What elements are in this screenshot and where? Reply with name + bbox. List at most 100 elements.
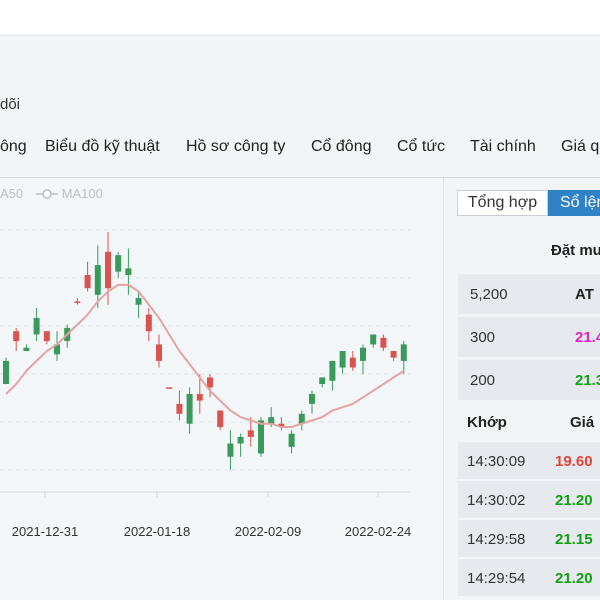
candle-layer: [3, 232, 407, 470]
history-price: 21.20: [555, 570, 593, 587]
candle-body: [370, 334, 377, 345]
candle: [349, 351, 356, 371]
order-qty: 5,200: [470, 286, 508, 303]
history-time: 14:30:02: [467, 492, 526, 509]
x-tick-label: 2022-01-18: [124, 524, 191, 539]
tab-financials[interactable]: Tài chính: [470, 138, 536, 155]
stock-tabs: ông Biểu đồ kỹ thuật Hồ sơ công ty Cổ đô…: [0, 130, 600, 166]
candle: [360, 344, 366, 375]
candle: [54, 331, 60, 361]
tabs-divider: [0, 177, 600, 178]
order-qty: 300: [470, 329, 496, 346]
follow-label[interactable]: dõi: [0, 96, 21, 113]
candle-body: [176, 403, 183, 414]
candle: [278, 417, 285, 431]
legend-ma100: MA100: [61, 186, 103, 201]
candle: [13, 327, 20, 351]
candle-body: [349, 357, 356, 368]
candle-body: [217, 410, 224, 428]
history-row: 14:29:58 21.15: [458, 520, 600, 557]
history-row: 14:30:09 19.60: [458, 442, 600, 479]
order-book-title: Đặt mu: [551, 242, 600, 259]
candle-body: [329, 360, 336, 381]
history-price: 21.20: [555, 492, 593, 509]
candle-body: [390, 351, 397, 358]
tab-company-profile[interactable]: Hồ sơ công ty: [186, 138, 286, 155]
order-qty: 200: [470, 372, 496, 389]
candle: [84, 261, 91, 292]
candle-body: [309, 393, 315, 404]
candle: [390, 351, 397, 361]
candle-body: [74, 301, 81, 303]
history-row: 14:29:54 21.20: [458, 559, 600, 596]
candle: [94, 245, 101, 309]
candle: [135, 291, 142, 318]
candle: [309, 390, 315, 414]
history-time: 14:30:09: [467, 453, 526, 470]
candle-body: [196, 393, 203, 401]
tab-price-history[interactable]: Giá q: [561, 138, 600, 155]
candle-body: [156, 344, 162, 361]
legend-line-icon: [36, 189, 58, 199]
grid-layer: [0, 229, 410, 493]
candle: [43, 331, 50, 345]
x-tick-label: 2022-02-24: [345, 524, 412, 539]
candle-body: [23, 347, 30, 351]
candle: [115, 251, 122, 279]
candle: [125, 248, 132, 295]
candle: [186, 387, 193, 434]
candle: [329, 360, 336, 391]
history-price-header: Giá: [570, 414, 595, 431]
candle: [156, 334, 162, 368]
candle: [370, 334, 377, 348]
candle-body: [84, 274, 91, 289]
candle-body: [258, 420, 264, 454]
candle: [227, 430, 234, 470]
chart-area[interactable]: 2021-12-31 2022-01-18 2022-02-09 2022-02-24: [0, 178, 443, 600]
candle-body: [94, 265, 101, 295]
candle: [288, 430, 295, 454]
ma-line: [5, 283, 405, 428]
history-time-header: Khớp: [467, 414, 507, 431]
candle-body: [247, 430, 254, 437]
candle: [207, 374, 213, 398]
order-price: 21.3: [575, 372, 600, 389]
candle-body: [43, 331, 50, 342]
candle: [145, 308, 152, 342]
tab-summary[interactable]: Tổng hợp: [457, 190, 548, 216]
candle: [33, 308, 40, 342]
history-price: 21.15: [555, 531, 593, 548]
tab-overview[interactable]: ông: [0, 138, 27, 155]
candle-body: [135, 298, 142, 305]
order-book-row: 200 21.3: [458, 360, 600, 400]
candle-body: [166, 387, 173, 389]
candle: [380, 334, 387, 351]
candle-body: [105, 251, 111, 289]
legend-ma50[interactable]: A50: [0, 186, 24, 201]
tab-technical-chart[interactable]: Biểu đồ kỹ thuật: [45, 138, 160, 155]
candle-body: [145, 314, 152, 332]
tab-order-book[interactable]: Sổ lệnh: [548, 190, 600, 216]
history-price: 19.60: [555, 453, 593, 470]
candle-body: [278, 423, 285, 428]
history-row: 14:30:02 21.20: [458, 481, 600, 518]
candle: [196, 374, 203, 414]
tab-shareholders[interactable]: Cổ đông: [311, 138, 372, 155]
tab-dividends[interactable]: Cổ tức: [397, 138, 446, 155]
candle-body: [268, 417, 275, 424]
legend-ma100-item[interactable]: MA100: [36, 186, 103, 201]
candle: [3, 357, 9, 385]
candle: [166, 387, 173, 389]
candle-body: [237, 436, 244, 444]
candlestick-chart[interactable]: 2021-12-31 2022-01-18 2022-02-09 2022-02-24: [0, 178, 443, 600]
candle-body: [288, 433, 295, 447]
candle: [217, 410, 224, 431]
candle-body: [227, 443, 234, 457]
candle-body: [115, 255, 122, 272]
candle-body: [3, 360, 9, 385]
candle-body: [125, 268, 132, 275]
candle-body: [339, 351, 346, 368]
order-price: AT: [575, 286, 594, 303]
candle-body: [54, 344, 60, 355]
x-tick-label: 2021-12-31: [12, 524, 79, 539]
